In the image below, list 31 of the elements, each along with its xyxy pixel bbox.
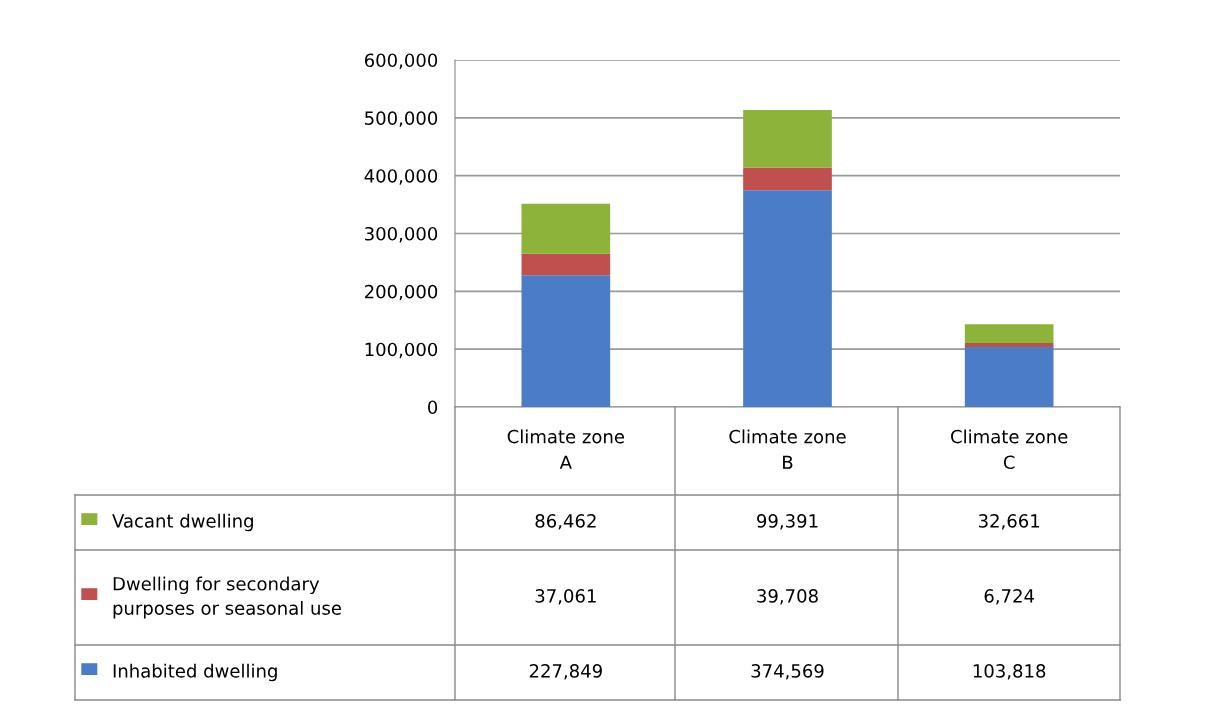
bar xyxy=(964,346,1054,407)
bar xyxy=(964,324,1054,344)
y-tick-label: 500,000 xyxy=(365,111,438,127)
x-tick-label: Climate zone B xyxy=(729,429,846,469)
y-tick-label: 0 xyxy=(428,400,438,415)
y-tick-label: 400,000 xyxy=(364,169,438,185)
x-tick-label: Climate zone A xyxy=(507,429,625,469)
data-label: 103,818 xyxy=(973,664,1046,680)
data-label: 32,661 xyxy=(978,514,1040,530)
y-tick-label: 200,000 xyxy=(364,284,438,301)
data-label: 227,849 xyxy=(529,664,602,680)
bar xyxy=(743,109,832,168)
bar xyxy=(964,343,1054,347)
data-label: 374,569 xyxy=(751,664,824,680)
y-tick-label: 600,000 xyxy=(364,53,438,69)
legend-label: Vacant dwelling xyxy=(112,513,253,532)
bar xyxy=(521,275,611,407)
bar xyxy=(743,167,832,191)
bar xyxy=(743,190,832,407)
data-label: 99,391 xyxy=(757,514,818,530)
data-label: 39,708 xyxy=(757,589,818,605)
y-tick-label: 100,000 xyxy=(365,342,438,359)
x-tick-label: Climate zone C xyxy=(951,429,1068,470)
bar xyxy=(521,203,611,254)
legend-label: Inhabited dwelling xyxy=(113,663,277,682)
data-label: 37,061 xyxy=(535,589,596,605)
legend-label: Dwelling for secondary purposes or seasonal use xyxy=(113,576,341,619)
data-label: 86,462 xyxy=(535,514,596,530)
bar xyxy=(521,253,611,276)
data-label: 6,724 xyxy=(984,589,1034,605)
y-tick-label: 300,000 xyxy=(365,226,438,243)
